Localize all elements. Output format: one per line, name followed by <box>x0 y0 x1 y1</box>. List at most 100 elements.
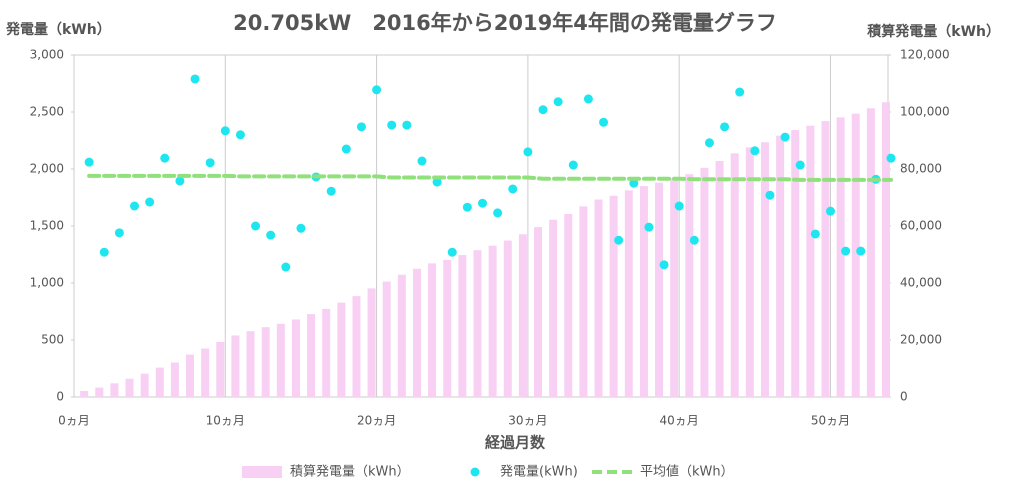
bar <box>458 255 467 397</box>
point <box>220 126 230 136</box>
bar <box>609 195 618 397</box>
bar <box>851 113 860 398</box>
x-axis-title: 経過月数 <box>485 434 546 452</box>
bar <box>170 362 179 397</box>
y2-tick-label: 0 <box>900 390 908 404</box>
x-tick-label: 10ヵ月 <box>206 414 245 428</box>
bar <box>745 147 754 397</box>
bar <box>140 373 149 397</box>
point <box>523 147 533 157</box>
y2-tick-label: 100,000 <box>900 105 950 119</box>
bar <box>503 240 512 397</box>
point <box>114 228 124 238</box>
point <box>296 223 306 233</box>
point <box>856 246 866 256</box>
point <box>780 132 790 142</box>
y2-tick-label: 40,000 <box>900 276 942 290</box>
bar <box>397 274 406 397</box>
point <box>99 247 109 257</box>
x-tick-label: 40ヵ月 <box>660 414 699 428</box>
bar <box>776 135 785 397</box>
bar <box>700 167 709 397</box>
point <box>538 105 548 115</box>
point <box>583 94 593 104</box>
y-tick-label: 2,500 <box>30 105 64 119</box>
bar <box>382 281 391 397</box>
point <box>599 117 609 127</box>
y2-tick-label: 120,000 <box>900 48 950 62</box>
y-tick-label: 500 <box>41 333 64 347</box>
point <box>553 97 563 107</box>
point <box>629 178 639 188</box>
bar <box>579 206 588 397</box>
point <box>674 201 684 211</box>
x-tick-label: 0ヵ月 <box>58 414 90 428</box>
y-tick-label: 1,500 <box>30 219 64 233</box>
point <box>235 130 245 140</box>
bar <box>201 348 210 397</box>
point <box>387 120 397 130</box>
bar <box>518 234 527 397</box>
bar <box>821 121 830 398</box>
point <box>478 198 487 208</box>
bar <box>337 302 346 397</box>
chart-title: 20.705kW 2016年から2019年4年間の発電量グラフ <box>233 11 777 35</box>
bar <box>110 383 119 397</box>
bar <box>791 129 800 397</box>
point <box>281 262 291 272</box>
point <box>372 85 382 95</box>
point <box>493 208 503 218</box>
point <box>356 122 366 132</box>
bar <box>639 186 648 397</box>
y-tick-label: 3,000 <box>30 48 64 62</box>
line <box>87 173 893 182</box>
point <box>825 206 835 216</box>
point <box>795 160 805 170</box>
point <box>432 177 442 187</box>
point <box>145 197 155 207</box>
bar <box>443 259 452 397</box>
point <box>689 235 699 245</box>
point <box>175 176 185 186</box>
bar <box>866 108 875 398</box>
point <box>659 260 669 270</box>
point <box>704 138 714 148</box>
point <box>644 222 654 232</box>
point <box>205 158 215 168</box>
point <box>341 144 351 154</box>
point <box>886 153 896 163</box>
point <box>735 87 745 97</box>
bar <box>715 161 724 397</box>
bar <box>246 331 255 397</box>
bar <box>534 227 543 397</box>
point <box>84 157 94 167</box>
bar <box>216 341 225 397</box>
legend: 積算発電量（kWh） 発電量(kWh) 平均値（kWh） <box>242 464 734 480</box>
bar <box>125 378 134 397</box>
point <box>841 246 851 256</box>
legend-label: 積算発電量（kWh） <box>290 465 410 480</box>
bar <box>624 190 633 397</box>
x-tick-label: 50ヵ月 <box>811 414 850 428</box>
bar <box>428 263 437 397</box>
point <box>402 120 412 130</box>
y-tick-label: 2,000 <box>30 162 64 176</box>
point <box>614 235 624 245</box>
bar <box>655 182 664 397</box>
y2-tick-label: 60,000 <box>900 219 942 233</box>
bar <box>760 142 769 397</box>
bar <box>488 245 497 397</box>
y-axis-title: 発電量（kWh） <box>5 21 111 38</box>
point <box>810 229 820 239</box>
bar <box>291 319 300 397</box>
bar <box>806 125 815 398</box>
point <box>266 230 276 240</box>
bar <box>352 296 361 397</box>
bar <box>307 314 316 397</box>
y-tick-label: 0 <box>56 390 64 404</box>
bar <box>594 199 603 397</box>
bar <box>231 335 240 397</box>
bar <box>730 153 739 397</box>
point <box>720 122 730 132</box>
